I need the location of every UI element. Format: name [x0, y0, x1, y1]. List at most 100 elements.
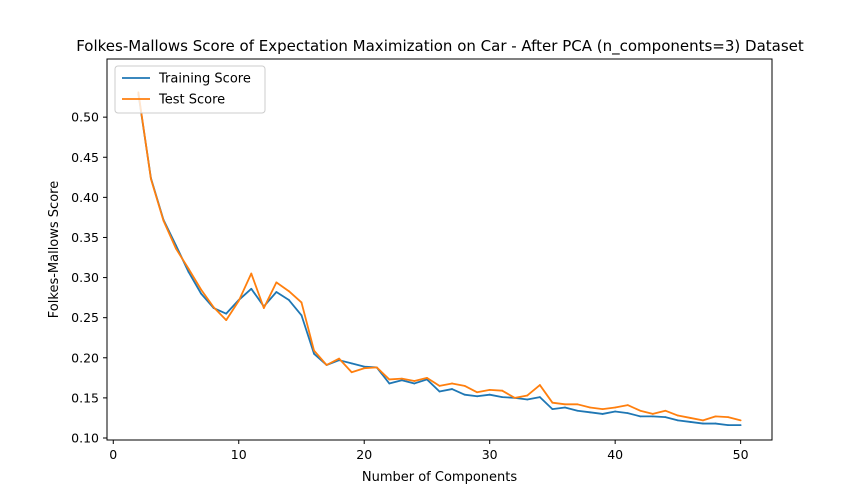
data-point-training-score [739, 424, 742, 427]
data-point-training-score [589, 411, 591, 414]
legend-box [114, 65, 266, 114]
data-point-test-score [212, 306, 215, 309]
x-axis-label: Number of Components [362, 470, 517, 485]
data-point-test-score [325, 364, 328, 366]
data-point-test-score [300, 301, 303, 304]
data-point-training-score [388, 382, 391, 385]
x-tick-label: 20 [356, 447, 372, 462]
y-tick-label: 0.30 [71, 270, 99, 285]
x-tick-label: 50 [733, 447, 749, 462]
data-point-training-score [438, 390, 441, 393]
data-point-test-score [187, 267, 190, 270]
data-point-training-score [601, 413, 604, 415]
y-tick-label: 0.20 [71, 350, 99, 365]
data-point-test-score [476, 391, 479, 394]
data-point-test-score [677, 414, 679, 417]
data-point-training-score [275, 291, 278, 293]
data-point-test-score [727, 416, 729, 419]
axes-border [106, 58, 773, 441]
data-point-test-score [150, 178, 152, 180]
data-point-test-score [651, 413, 654, 415]
data-point-training-score [400, 379, 403, 382]
data-point-test-score [689, 417, 692, 419]
axes-frame [106, 58, 773, 441]
data-point-training-score [350, 362, 353, 365]
data-point-training-score [313, 352, 315, 355]
data-point-test-score [438, 384, 441, 387]
data-point-test-score [463, 384, 466, 387]
data-point-training-score [551, 408, 554, 411]
data-point-training-score [727, 424, 729, 427]
y-axis-label: Folkes-Mallows Score [47, 181, 62, 318]
x-tick-label: 30 [482, 447, 498, 462]
data-point-test-score [589, 406, 591, 409]
y-tick-label: 0.10 [71, 430, 99, 445]
data-point-test-score [262, 307, 265, 309]
data-point-test-score [313, 349, 315, 352]
y-axis-ticks: 0.10 0.15 0.20 0.25 0.30 0.35 0.40 0.45 0.50 [71, 110, 107, 445]
data-point-test-score [413, 380, 416, 382]
x-tick-label: 10 [231, 447, 247, 462]
data-point-test-score [601, 408, 604, 411]
data-point-test-score [451, 382, 453, 385]
legend: Training Score Test Score [114, 65, 266, 114]
data-point-training-score [250, 287, 253, 290]
data-point-training-score [300, 314, 303, 317]
data-point-training-score [651, 415, 654, 418]
x-tick-label: 40 [607, 447, 623, 462]
data-point-training-score [488, 393, 491, 396]
data-point-test-score [400, 377, 403, 380]
data-point-test-score [739, 419, 742, 422]
data-point-test-score [576, 403, 579, 406]
data-point-test-score [614, 406, 617, 409]
data-point-training-score [614, 410, 617, 413]
data-point-training-score [187, 271, 190, 273]
data-point-test-score [200, 288, 203, 291]
data-point-test-score [338, 357, 341, 360]
data-point-training-score [288, 299, 290, 301]
data-point-training-score [576, 409, 579, 412]
data-point-test-score [564, 403, 566, 406]
data-point-training-score [413, 382, 416, 385]
data-point-training-score [714, 422, 717, 425]
data-point-training-score [664, 416, 667, 419]
data-point-test-score [664, 409, 667, 412]
plot-area [107, 59, 772, 440]
data-point-training-score [702, 422, 704, 425]
data-point-test-score [488, 388, 491, 391]
data-point-training-score [689, 421, 692, 423]
data-point-test-score [639, 409, 642, 412]
data-point-test-score [426, 376, 428, 379]
data-point-test-score [375, 366, 378, 369]
data-point-training-score [463, 393, 466, 396]
chart-title: Folkes-Mallows Score of Expectation Maxi… [76, 37, 804, 56]
data-point-test-score [702, 419, 704, 422]
data-point-test-score [714, 415, 717, 418]
legend-label-training: Training Score [158, 72, 251, 87]
data-point-test-score [526, 394, 529, 397]
data-point-test-score [162, 219, 165, 222]
data-point-training-score [200, 292, 203, 295]
data-point-test-score [288, 290, 290, 293]
y-tick-label: 0.50 [71, 110, 99, 125]
legend-label-test: Test Score [158, 93, 225, 108]
y-tick-label: 0.35 [71, 230, 99, 245]
data-point-training-score [677, 419, 679, 422]
data-point-test-score [551, 401, 554, 404]
data-point-test-score [175, 247, 177, 250]
x-axis-ticks: 0 10 20 30 40 50 [109, 440, 749, 462]
x-tick-label: 0 [109, 447, 117, 462]
data-point-training-score [225, 312, 228, 315]
data-point-training-score [564, 406, 566, 409]
data-point-training-score [639, 415, 642, 418]
data-point-test-score [363, 367, 366, 370]
data-point-test-score [501, 389, 504, 392]
y-tick-label: 0.40 [71, 190, 99, 205]
data-point-training-score [476, 395, 479, 398]
data-point-training-score [626, 412, 629, 415]
data-point-training-score [526, 398, 529, 401]
data-point-test-score [626, 404, 629, 407]
data-point-training-score [501, 396, 504, 398]
data-point-test-score [538, 384, 541, 386]
data-point-test-score [250, 272, 253, 275]
